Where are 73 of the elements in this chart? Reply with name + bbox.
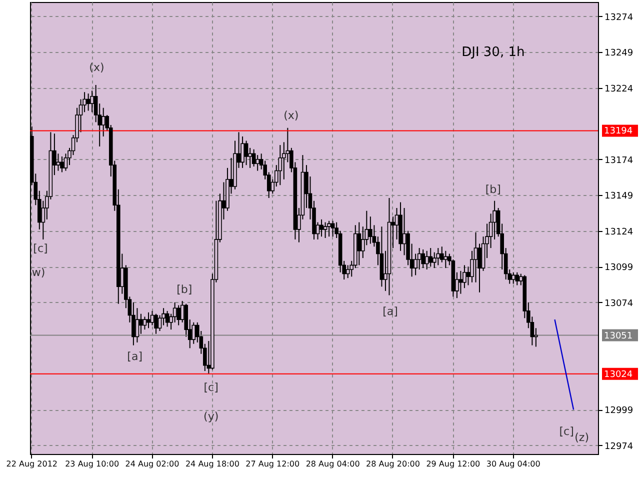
candlestick [444, 250, 448, 269]
annotation: (x) [89, 61, 104, 74]
candlestick [421, 248, 425, 269]
x-tick-label: 24 Aug 02:00 [125, 460, 180, 468]
candlestick [424, 250, 429, 270]
candlestick [402, 207, 406, 256]
candlestick [320, 218, 324, 238]
x-tick-label: 28 Aug 04:00 [306, 460, 360, 468]
candlestick [154, 313, 158, 334]
candlestick [327, 220, 331, 238]
candlestick [56, 153, 60, 172]
candlestick [176, 304, 180, 326]
y-tick-label: 13099 [604, 263, 634, 274]
candlestick [86, 93, 90, 112]
candlestick [330, 220, 335, 238]
candlestick [135, 308, 140, 343]
candlestick [511, 272, 516, 284]
y-tick-label: 13124 [604, 227, 634, 238]
candlestick [192, 322, 196, 344]
y-tick-label: 13249 [604, 48, 634, 59]
y-tick-label: 13224 [604, 84, 634, 94]
ref-line-label: 13194 [604, 126, 633, 137]
candlestick [474, 232, 478, 283]
y-tick-label: 12999 [604, 406, 634, 416]
candlestick [346, 264, 350, 279]
x-tick-label: 28 Aug 20:00 [366, 460, 420, 468]
candlestick [323, 222, 328, 239]
candlestick [244, 140, 248, 166]
annotation: [c] [204, 380, 218, 394]
candlestick [357, 222, 362, 266]
candlestick [436, 248, 440, 266]
y-tick-label: 12974 [604, 442, 634, 452]
x-tick-label: 24 Aug 18:00 [185, 460, 240, 468]
ref-line-label: 13051 [604, 331, 633, 342]
candlestick [142, 316, 147, 330]
annotation: [a] [382, 305, 398, 318]
y-tick-label: 13274 [604, 12, 634, 23]
candlestick [146, 312, 150, 329]
x-tick-label: 29 Aug 12:00 [426, 460, 480, 468]
candlestick [368, 216, 372, 244]
candlestick [165, 310, 170, 328]
candlestick [60, 156, 64, 173]
candlestick [256, 154, 260, 172]
y-tick-label: 13149 [604, 192, 634, 202]
candlestick [252, 148, 256, 167]
y-tick-label: 13074 [604, 298, 634, 309]
annotation: [c] [33, 242, 48, 255]
annotation: [b] [176, 283, 192, 296]
annotation: [a] [127, 350, 142, 363]
annotation: (y) [204, 410, 219, 423]
candlestick [278, 144, 282, 186]
x-tick-label: 27 Aug 12:00 [246, 460, 300, 468]
annotation: (z) [574, 431, 589, 444]
candlestick [458, 270, 463, 294]
candlestick [248, 147, 252, 168]
candlestick [139, 313, 143, 334]
candlestick [428, 248, 433, 268]
candlestick [432, 252, 436, 269]
candlestick [515, 272, 520, 286]
annotation: [b] [485, 183, 501, 196]
annotation: (x) [284, 109, 299, 122]
y-tick-label: 13174 [604, 156, 634, 166]
candlestick [240, 136, 244, 168]
candlestick [90, 90, 94, 113]
x-tick-label: 22 Aug 2012 [6, 460, 58, 468]
candlestick [101, 107, 106, 137]
annotation: w) [32, 266, 46, 279]
ref-line-label: 13024 [604, 370, 633, 380]
x-tick-label: 30 Aug 04:00 [486, 460, 540, 468]
annotation: [c] [559, 425, 574, 438]
x-tick-label: 23 Aug 10:00 [65, 460, 120, 468]
text: DJI 30, 1h [462, 45, 525, 60]
candlestick [150, 310, 154, 326]
